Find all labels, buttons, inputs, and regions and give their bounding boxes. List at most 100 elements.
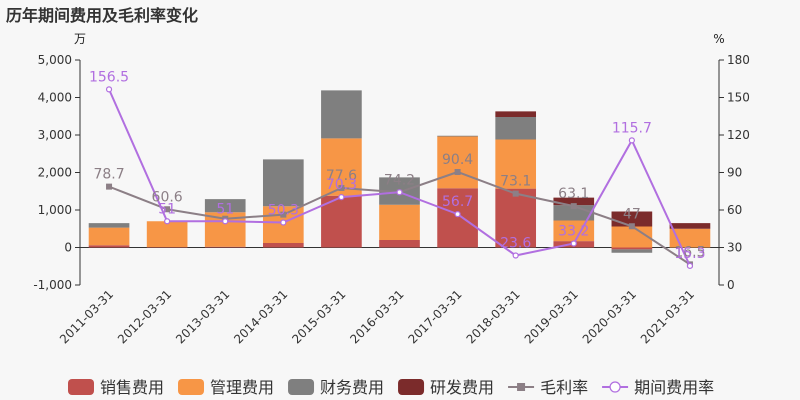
legend-label: 期间费用率 (634, 378, 714, 397)
right-tick-label: 150 (727, 91, 750, 105)
legend-label: 研发费用 (430, 378, 494, 397)
data-label: 73.1 (500, 174, 531, 190)
data-label: 74.2 (384, 172, 415, 188)
line-marker (105, 86, 113, 93)
data-label: 90.4 (442, 152, 473, 168)
bar-segment (495, 117, 537, 140)
x-tick-label: 2015-03-31 (289, 287, 348, 346)
bar-segment (262, 159, 304, 207)
legend-label: 财务费用 (320, 378, 384, 397)
x-tick-label: 2017-03-31 (405, 287, 464, 346)
left-tick-label: 5,000 (38, 53, 72, 67)
legend-swatch (288, 379, 315, 395)
line-marker (338, 194, 345, 201)
data-label: 78.7 (93, 167, 124, 183)
left-tick-label: 2,000 (38, 166, 72, 180)
line-layer (105, 86, 694, 269)
line-marker (396, 189, 403, 196)
bar-segment (204, 199, 246, 213)
line-marker (164, 218, 171, 225)
left-tick-label: 1,000 (38, 203, 72, 217)
right-tick-label: 0 (727, 278, 735, 292)
right-tick-label: 30 (727, 241, 742, 255)
bar-segment (611, 226, 653, 248)
bar-segment (611, 249, 653, 253)
line-marker (512, 252, 519, 259)
line-marker (454, 169, 461, 175)
chart-title: 历年期间费用及毛利率变化 (6, 6, 198, 25)
data-label: 77.6 (326, 168, 357, 184)
x-tick-label: 2012-03-31 (115, 287, 174, 346)
bar-segment (495, 111, 537, 117)
bar-segment (262, 243, 304, 248)
line-marker (164, 206, 171, 213)
legend-swatch (68, 379, 94, 395)
data-label: 33.2 (558, 224, 589, 240)
x-tick-label: 2016-03-31 (347, 287, 406, 346)
bar-segment (88, 223, 130, 228)
legend-marker (609, 381, 621, 393)
bar-segment (553, 197, 595, 206)
bar-segment (495, 139, 537, 189)
x-tick-label: 2020-03-31 (580, 287, 639, 346)
bar-segment (495, 188, 537, 248)
line-marker (222, 218, 229, 225)
bar-segment (379, 204, 420, 240)
left-tick-label: 4,000 (38, 91, 72, 105)
data-label: 15.3 (674, 246, 705, 262)
x-tick-label: 2021-03-31 (638, 287, 697, 346)
data-label: 47 (623, 206, 641, 222)
legend: 销售费用 管理费用 财务费用 研发费用 毛利率 期间费用率 (68, 378, 714, 397)
data-label: 115.7 (612, 120, 652, 136)
left-tick-label: 0 (64, 241, 72, 255)
right-tick-label: 120 (727, 128, 750, 142)
left-tick-label: -1,000 (33, 278, 72, 292)
data-label: 156.5 (89, 69, 129, 85)
x-tick-label: 2018-03-31 (464, 287, 523, 346)
right-tick-label: 90 (727, 166, 742, 180)
bar-segment (321, 195, 362, 248)
line-marker (106, 183, 113, 190)
bar-segment (88, 227, 130, 246)
x-tick-label: 2014-03-31 (231, 287, 290, 346)
line-marker (280, 211, 287, 218)
bar-segment (437, 188, 478, 248)
x-tick-label: 2011-03-31 (57, 287, 116, 346)
legend-label: 销售费用 (100, 378, 164, 397)
legend-swatch (398, 379, 425, 395)
line-marker (512, 190, 519, 197)
left-axis-unit: 万 (74, 32, 86, 46)
data-label: 56.7 (442, 194, 473, 210)
right-axis-unit: % (713, 32, 724, 46)
data-label: 51 (216, 201, 234, 217)
bar-segment (204, 246, 246, 248)
data-label: 51 (158, 201, 176, 217)
data-label: 70.3 (326, 177, 357, 193)
line-marker (628, 137, 635, 144)
line-marker (454, 211, 461, 218)
bar-segment (669, 223, 711, 229)
right-tick-label: 180 (727, 53, 750, 67)
data-label: 16.5 (674, 244, 705, 260)
line-marker (628, 223, 635, 230)
bar-segment (611, 247, 653, 250)
line-marker (686, 262, 694, 269)
line-marker (338, 185, 345, 191)
data-label-layer: 78.7 60.6 77.6 74.2 90.4 73.1 63.1 47 16.5 156.5 5… (89, 69, 706, 262)
legend-label: 毛利率 (540, 378, 588, 397)
x-tick-label: 2013-03-31 (173, 287, 232, 346)
bar-segment (379, 240, 420, 248)
legend-swatch (178, 379, 205, 395)
data-label: 50.3 (268, 203, 299, 219)
line-marker (570, 240, 577, 247)
legend-marker (517, 383, 526, 391)
line-marker (570, 203, 577, 210)
data-label: 23.6 (500, 236, 531, 252)
bar-segment (88, 245, 130, 248)
bar-segment (437, 136, 478, 189)
bar-segment (146, 221, 188, 248)
legend-label: 管理费用 (210, 378, 274, 397)
line-marker (280, 219, 287, 226)
bar-layer (88, 90, 711, 253)
